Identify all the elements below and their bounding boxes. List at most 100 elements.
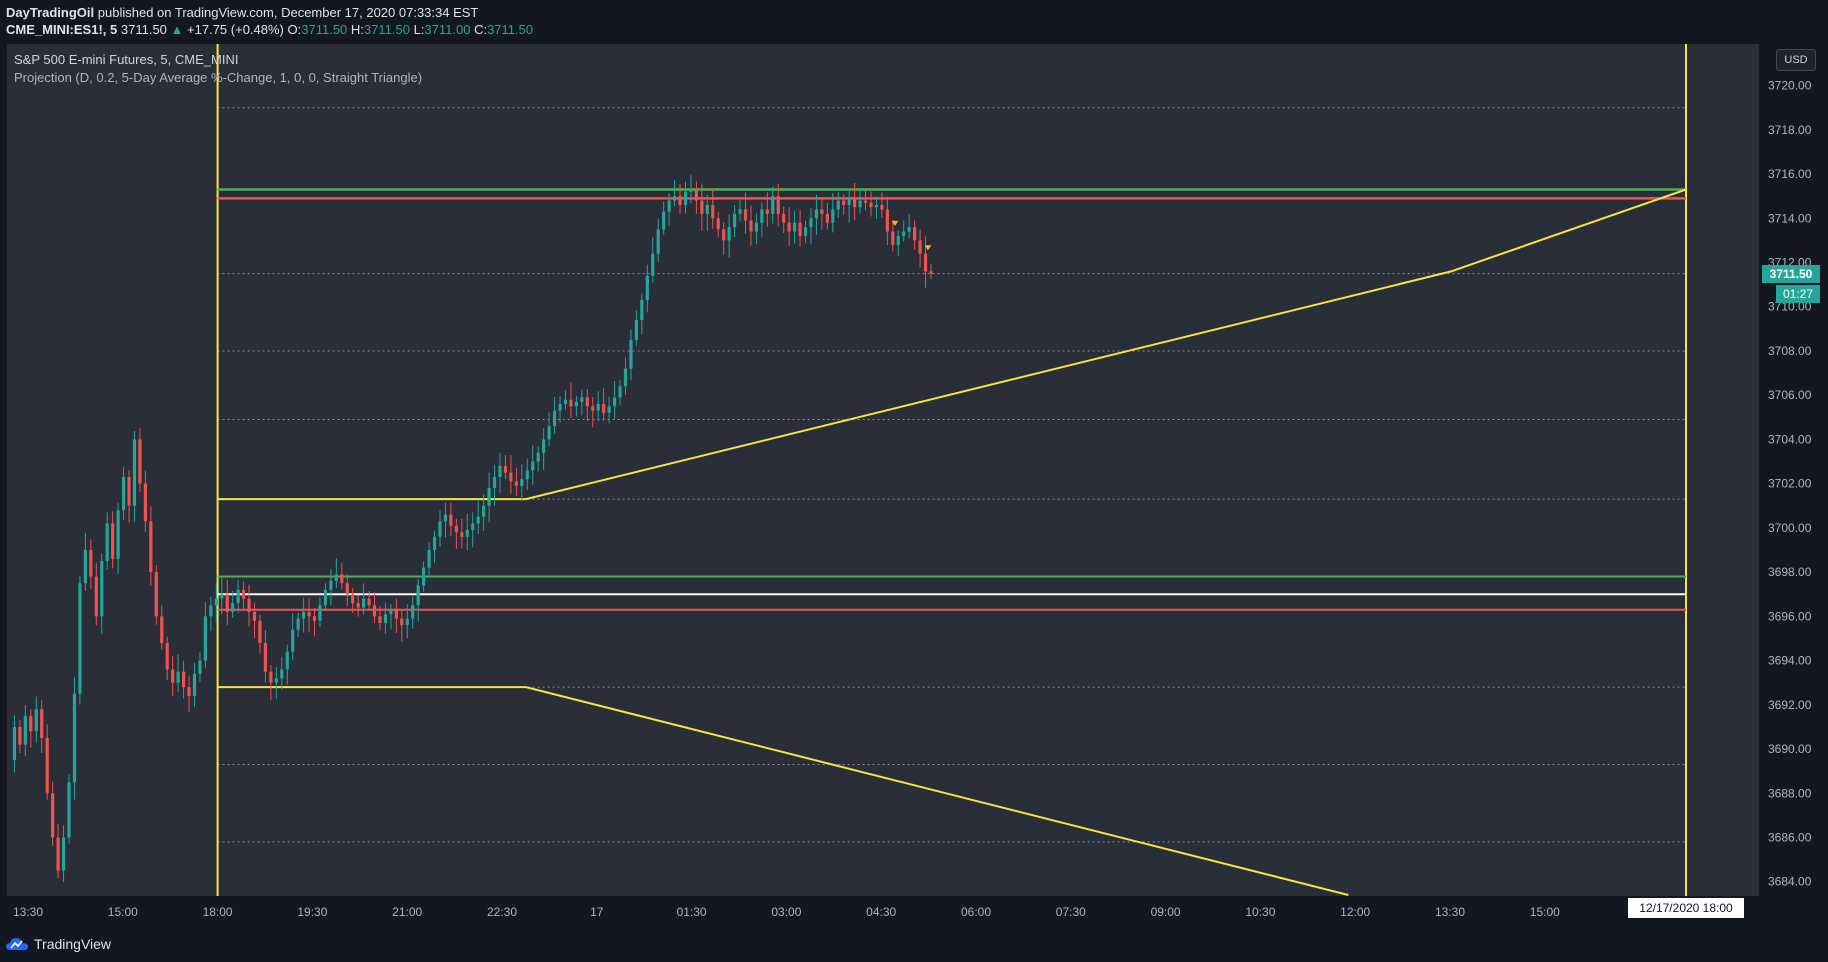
brand-logo[interactable]: TradingView — [6, 936, 111, 952]
price-tick-label: 3708.00 — [1768, 344, 1812, 358]
candle-body — [443, 514, 448, 522]
candle-body — [252, 611, 257, 621]
publisher-line: DayTradingOil published on TradingView.c… — [6, 5, 478, 20]
series-title[interactable]: S&P 500 E-mini Futures, 5, CME_MINI — [14, 52, 239, 67]
candle-body — [776, 196, 780, 214]
candle-body — [825, 213, 829, 223]
candle-body — [400, 618, 404, 626]
candle-body — [542, 439, 546, 453]
time-tick-label: 12:00 — [1340, 905, 1370, 919]
candle-body — [618, 386, 622, 398]
candle-body — [880, 205, 884, 210]
candle-body — [274, 678, 278, 683]
candle-body — [831, 209, 835, 223]
sell-marker-icon — [924, 245, 932, 251]
candle-body — [798, 222, 802, 236]
time-tick-label: 13:30 — [1435, 905, 1465, 919]
candle-body — [340, 574, 344, 584]
candle-body — [302, 611, 306, 619]
currency-button[interactable]: USD — [1776, 49, 1816, 71]
candle-body — [89, 550, 93, 577]
candle-body — [869, 202, 873, 208]
candle-body — [672, 196, 677, 201]
candle-body — [814, 209, 819, 219]
symbol-label[interactable]: CME_MINI:ES1!, 5 — [6, 22, 118, 37]
candle-body — [329, 580, 333, 590]
candle-body — [585, 397, 589, 407]
candle-body — [132, 439, 137, 506]
candle-body — [263, 642, 268, 672]
high-label: H: — [350, 22, 364, 37]
candle-body — [689, 189, 693, 192]
candle-body — [307, 611, 311, 617]
price-tick-label: 3692.00 — [1768, 698, 1812, 712]
candle-body — [105, 523, 109, 562]
tradingview-cloud-icon — [6, 938, 28, 950]
candle-body — [138, 439, 142, 484]
candle-body — [372, 605, 377, 617]
price-tick-label: 3704.00 — [1768, 432, 1812, 446]
candle-body — [296, 618, 300, 630]
candle-body — [383, 614, 388, 623]
footer-bar: TradingView — [0, 925, 1828, 962]
candle-body — [416, 585, 420, 606]
price-tick-label: 3686.00 — [1768, 831, 1812, 845]
candle-body — [520, 479, 524, 486]
time-tick-label: 03:00 — [771, 905, 801, 919]
candle-body — [476, 516, 480, 524]
candle-body — [18, 726, 22, 745]
price-tick-label: 3696.00 — [1768, 609, 1812, 623]
candle-body — [820, 209, 824, 214]
candle-body — [923, 253, 928, 272]
candle-body — [913, 227, 917, 241]
candle-body — [836, 200, 840, 210]
candle-body — [492, 477, 497, 489]
last-price: 3711.50 — [120, 22, 167, 37]
candle-body — [362, 598, 366, 608]
candle-body — [885, 209, 889, 232]
candle-body — [394, 609, 398, 619]
candle-body — [454, 525, 458, 533]
candle-body — [56, 837, 60, 871]
publisher-name[interactable]: DayTradingOil — [6, 5, 95, 20]
candle-body — [198, 660, 202, 674]
publish-header: DayTradingOil published on TradingView.c… — [0, 0, 1828, 44]
candle-body — [61, 837, 66, 871]
candle-body — [487, 488, 491, 506]
candle-body — [405, 618, 409, 626]
price-tick-label: 3688.00 — [1768, 786, 1812, 800]
price-tick-label: 3702.00 — [1768, 477, 1812, 491]
indicator-legend[interactable]: Projection (D, 0.2, 5-Day Average %-Chan… — [14, 70, 423, 85]
candle-body — [765, 209, 769, 214]
low-label: L: — [413, 22, 425, 37]
time-tick-label: 17 — [590, 905, 604, 919]
crosshair-date-label: 12/17/2020 18:00 — [1628, 898, 1744, 918]
candle-body — [858, 200, 862, 208]
candle-body — [482, 505, 486, 517]
candle-body — [438, 521, 442, 537]
candle-body — [378, 616, 382, 623]
close-label: C: — [474, 22, 488, 37]
candle-body — [171, 669, 175, 683]
time-tick-label: 15:00 — [108, 905, 138, 919]
high-value: 3711.50 — [363, 22, 410, 37]
candle-body — [847, 198, 851, 206]
candle-body — [727, 227, 731, 241]
candle-body — [754, 222, 759, 232]
candle-body — [907, 227, 911, 232]
published-text: published on TradingView.com, December 1… — [97, 5, 479, 20]
candle-body — [509, 472, 513, 482]
candle-body — [623, 368, 628, 387]
candle-body — [165, 642, 169, 670]
candle-body — [591, 406, 595, 411]
candle-body — [536, 452, 540, 462]
candle-body — [547, 426, 551, 440]
candle-body — [258, 620, 262, 643]
candle-body — [334, 574, 338, 581]
candle-body — [149, 521, 153, 573]
candle-body — [209, 605, 213, 617]
candle-body — [312, 616, 317, 621]
time-tick-label: 13:30 — [13, 905, 43, 919]
candle-body — [711, 205, 715, 219]
